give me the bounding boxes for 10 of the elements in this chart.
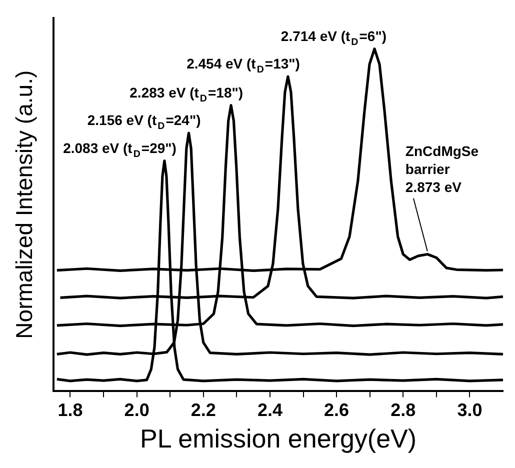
x-tick-label: 1.8 [58,400,83,420]
x-tick-label: 3.0 [457,400,482,420]
x-tick-label: 2.4 [257,400,282,420]
x-tick-label: 2.0 [124,400,150,420]
y-axis-title: Normalized Intensity (a.u.) [11,70,38,339]
annotation: ZnCdMgSe barrier 2.873 eV [405,143,479,196]
x-axis-title: PL emission energy(eV) [140,424,417,454]
x-tick-label: 2.8 [390,400,416,420]
x-tick-label: 2.2 [190,400,216,420]
x-tick-label: 2.6 [324,400,350,420]
